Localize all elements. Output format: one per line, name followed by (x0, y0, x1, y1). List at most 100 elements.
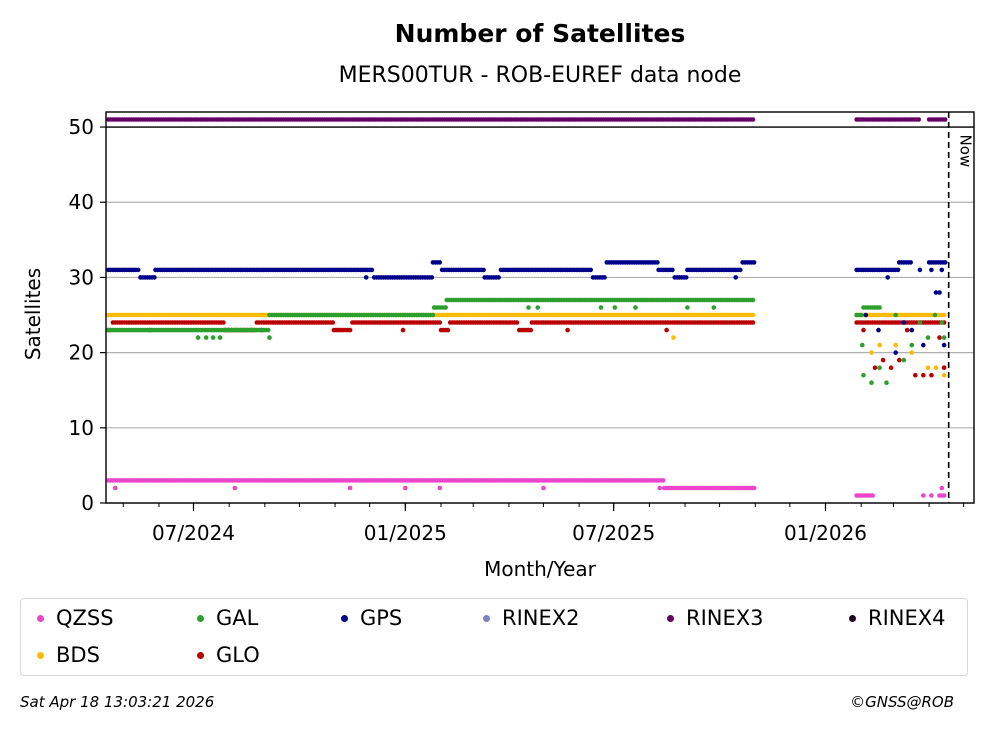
plot-border (105, 111, 975, 504)
y-axis-label: Satellites (21, 268, 45, 360)
point-gal (750, 297, 756, 303)
point-bds (877, 342, 882, 348)
point-gps (933, 290, 939, 295)
point-gps (437, 260, 443, 265)
point-gps (893, 350, 898, 355)
legend-label-rinex4: RINEX4 (868, 606, 946, 630)
legend-item-rinex4: RINEX4 (849, 604, 946, 632)
point-glo (929, 372, 934, 378)
point-gal (917, 320, 923, 325)
point-gps (901, 320, 907, 325)
legend-marker-gal (197, 614, 204, 622)
point-gal (860, 342, 865, 348)
point-glo (437, 320, 443, 325)
point-glo (221, 320, 226, 325)
plot-frame: Now (105, 111, 975, 504)
point-glo (880, 357, 886, 363)
point-glo (514, 320, 520, 325)
y-tick-label-20: 20 (69, 341, 94, 365)
footer-credit: ©GNSS@ROB (850, 693, 954, 711)
legend-item-glo: GLO (197, 641, 260, 669)
point-gal (267, 335, 272, 340)
series-qzss (106, 478, 947, 498)
point-bds (925, 365, 931, 371)
point-gps (885, 275, 890, 280)
legend-item-qzss: QZSS (37, 604, 114, 632)
point-qzss (921, 493, 926, 498)
point-glo (941, 365, 947, 371)
point-gps (152, 275, 157, 280)
axes: 0 10 20 30 40 50 07/2024 01/2025 07/2025 01/2026 (69, 115, 965, 545)
point-gal (925, 335, 931, 340)
point-gps (937, 290, 942, 295)
point-gal (266, 327, 271, 333)
point-glo (400, 327, 406, 333)
point-bds (671, 335, 676, 340)
point-glo (528, 327, 534, 333)
point-gal (901, 357, 907, 363)
point-gps (481, 267, 486, 273)
point-gal (877, 365, 882, 371)
legend-marker-rinex3 (667, 614, 674, 622)
point-glo (888, 365, 894, 371)
legend-label-rinex3: RINEX3 (686, 606, 764, 630)
point-glo (664, 327, 669, 333)
series-layer (106, 117, 948, 498)
point-gps (908, 260, 913, 265)
series-rinex3 (106, 117, 948, 122)
point-qzss (941, 493, 947, 498)
point-gal (195, 335, 201, 340)
legend-marker-qzss (37, 614, 44, 622)
point-glo (330, 320, 336, 325)
point-gal (535, 305, 540, 310)
legend-item-rinex3: RINEX3 (667, 604, 764, 632)
legend-label-gps: GPS (360, 606, 403, 630)
legend-item-rinex2: RINEX2 (483, 604, 580, 632)
legend-marker-glo (197, 651, 204, 659)
point-bds (933, 365, 939, 371)
point-bds (909, 350, 915, 355)
point-gps (670, 267, 675, 273)
point-gal (941, 335, 947, 340)
footer-timestamp: Sat Apr 18 13:03:21 2026 (20, 693, 215, 711)
point-gps (921, 342, 926, 348)
legend-label-gal: GAL (216, 606, 259, 630)
point-bds (941, 372, 947, 378)
point-gal (526, 305, 531, 310)
point-gps (939, 267, 945, 273)
chart-title: Number of Satellites (395, 19, 686, 48)
point-qzss (751, 485, 757, 491)
point-qzss (541, 485, 546, 491)
point-glo (347, 327, 353, 333)
point-gps (683, 275, 689, 280)
x-tick-label: 07/2024 (152, 521, 235, 545)
point-bds (869, 350, 874, 355)
point-gal (430, 312, 436, 318)
legend-marker-bds (37, 651, 44, 659)
point-gal (443, 305, 448, 310)
y-tick-label-40: 40 (69, 190, 94, 214)
point-gal (932, 312, 938, 318)
point-gps (941, 342, 947, 348)
point-gps (135, 267, 141, 273)
legend-marker-rinex4 (849, 614, 856, 622)
y-tick-label-50: 50 (69, 115, 94, 139)
point-rinex3 (916, 117, 921, 122)
y-tick-label-0: 0 (81, 491, 94, 515)
point-glo (896, 357, 902, 363)
x-tick-label: 01/2026 (784, 521, 867, 545)
legend: QZSS GAL GPS RINEX2 RINEX3 RINEX4 BDS GL… (20, 598, 968, 676)
y-tick-label-30: 30 (69, 265, 94, 289)
legend-marker-gps (341, 614, 348, 622)
point-gps (733, 275, 738, 280)
point-gal (858, 312, 864, 318)
series-glo (106, 320, 947, 378)
point-glo (445, 327, 451, 333)
legend-item-bds: BDS (37, 641, 100, 669)
legend-item-gps: GPS (341, 604, 402, 632)
point-qzss (660, 478, 666, 483)
point-glo (872, 365, 878, 371)
point-bds (750, 312, 756, 318)
point-gps (429, 275, 435, 280)
